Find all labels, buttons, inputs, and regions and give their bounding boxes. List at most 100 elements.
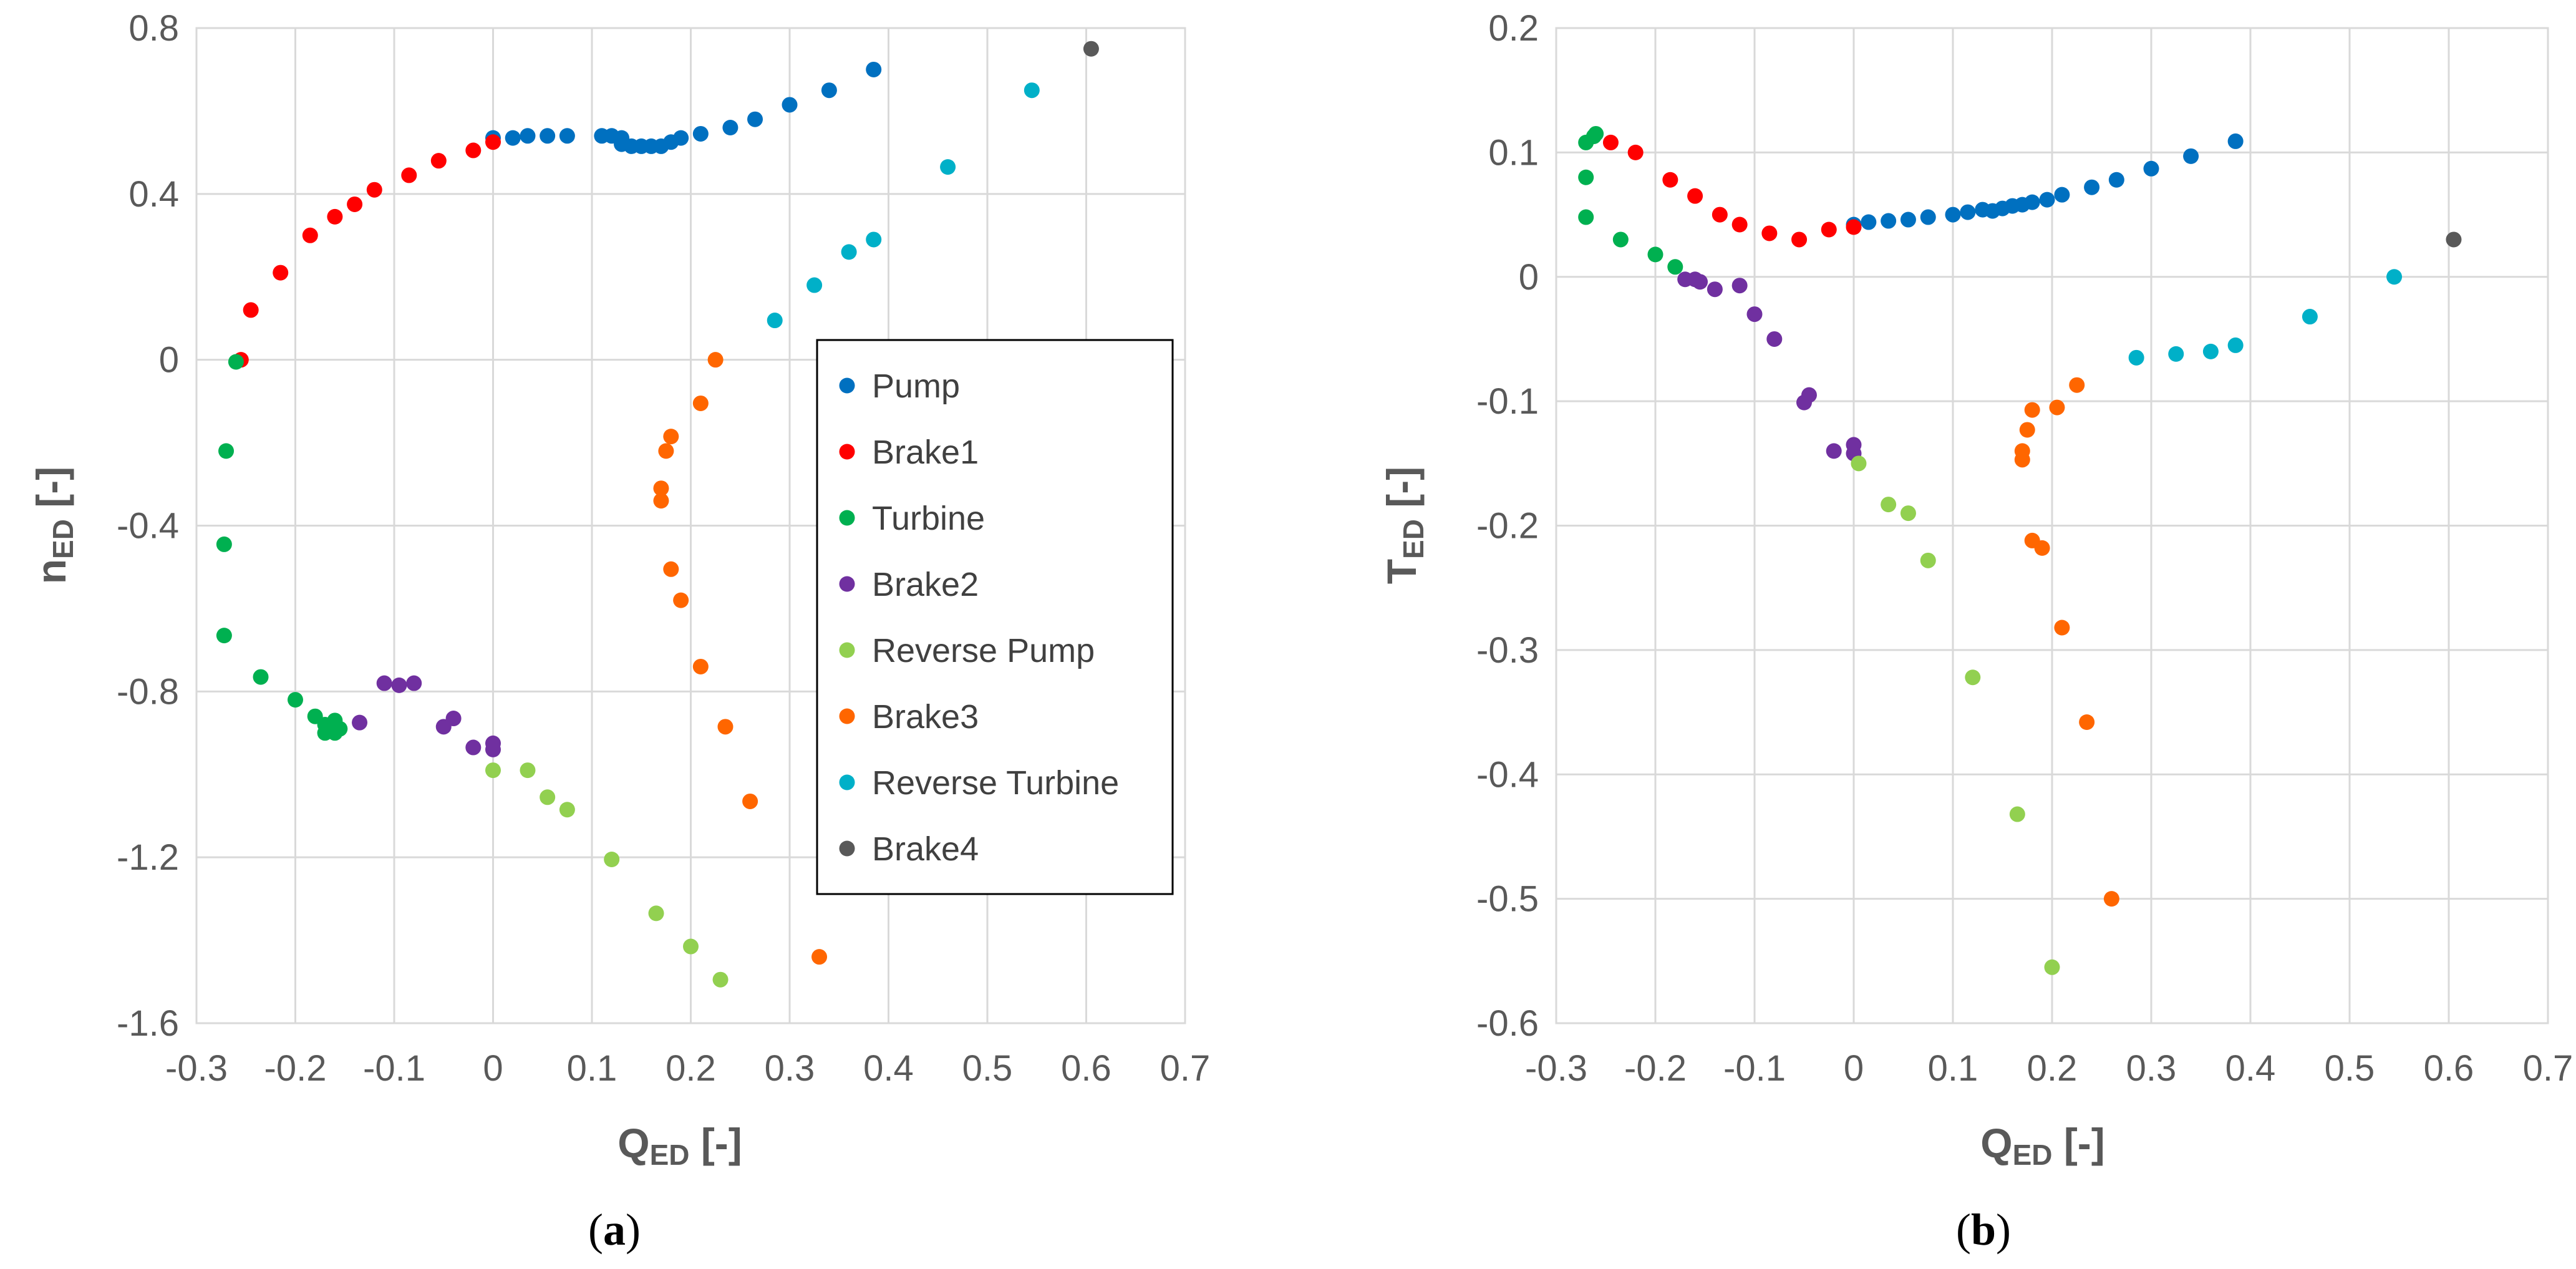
data-point <box>2039 192 2055 208</box>
data-point <box>559 128 575 144</box>
data-point <box>406 675 422 691</box>
data-point <box>347 196 363 212</box>
data-point <box>782 97 798 113</box>
data-point <box>317 725 333 741</box>
data-point <box>2227 133 2244 149</box>
data-point <box>2019 422 2035 438</box>
data-point <box>1612 231 1629 248</box>
legend-marker <box>839 642 855 658</box>
legend-entry-label: Pump <box>872 367 960 405</box>
x-tick-label: 0.3 <box>765 1048 815 1089</box>
data-point <box>288 692 303 708</box>
data-point <box>673 130 689 146</box>
data-point <box>2034 540 2050 556</box>
data-point <box>559 802 575 818</box>
y-axis-title-subscript: ED <box>1397 519 1430 559</box>
x-tick-label: 0.5 <box>2325 1048 2375 1089</box>
data-point <box>505 130 521 146</box>
data-point <box>216 536 232 552</box>
y-tick-label: -0.3 <box>1476 630 1539 671</box>
x-axis-title-subscript: ED <box>2013 1139 2053 1171</box>
data-point <box>1861 214 1877 230</box>
data-point <box>273 265 289 281</box>
data-point <box>253 669 269 685</box>
legend-entry-label: Reverse Pump <box>872 632 1095 669</box>
data-point <box>1627 144 1644 160</box>
data-point <box>1578 134 1594 150</box>
y-axis-title-main: n <box>28 559 74 584</box>
data-point <box>2054 187 2070 203</box>
x-tick-label: 0.6 <box>1061 1048 1111 1089</box>
series-reverse-turbine <box>2128 269 2403 366</box>
data-point <box>540 789 556 805</box>
panel-label: (b) <box>1956 1205 2011 1255</box>
legend-marker <box>839 510 855 526</box>
y-tick-label: 0.2 <box>1488 8 1539 49</box>
data-point <box>648 905 664 921</box>
data-point <box>1647 246 1663 263</box>
panel-label: (a) <box>588 1205 641 1255</box>
legend-marker <box>839 774 855 790</box>
series-brake2 <box>352 675 501 757</box>
data-point <box>430 153 447 169</box>
data-point <box>653 493 669 509</box>
y-tick-label: -0.8 <box>117 671 179 712</box>
data-point <box>465 739 482 756</box>
data-point <box>866 61 882 77</box>
y-axis-title-main: T <box>1378 559 1425 584</box>
data-point <box>2227 337 2244 353</box>
series-turbine <box>1578 125 1683 275</box>
x-tick-label: 0.2 <box>2027 1048 2078 1089</box>
y-axis-title: TED [-] <box>1378 467 1430 585</box>
x-tick-label: -0.1 <box>363 1048 425 1089</box>
data-point <box>366 182 382 198</box>
data-point <box>2143 160 2159 177</box>
data-point <box>722 120 738 135</box>
data-point <box>391 677 407 693</box>
data-point <box>658 443 674 459</box>
data-point <box>1791 231 1808 248</box>
data-point <box>1960 204 1976 220</box>
data-point <box>218 443 235 459</box>
x-tick-label: -0.3 <box>165 1048 228 1089</box>
y-tick-label: 0.4 <box>128 174 179 215</box>
y-tick-label: 0.8 <box>128 8 179 49</box>
y-tick-label: -0.1 <box>1476 381 1539 422</box>
legend-entry-label: Brake3 <box>872 698 979 736</box>
y-tick-label: -0.4 <box>1476 754 1539 795</box>
x-axis-title-suffix: [-] <box>2052 1120 2104 1166</box>
legend-entry-label: Turbine <box>872 500 985 537</box>
panel-label-close: ) <box>626 1205 641 1255</box>
data-point <box>866 231 882 248</box>
data-point <box>1851 455 1867 472</box>
data-point <box>2128 349 2144 366</box>
data-point <box>485 762 501 779</box>
x-axis-title-suffix: [-] <box>689 1120 742 1166</box>
data-point <box>2044 959 2060 975</box>
y-tick-label: -0.4 <box>117 506 179 547</box>
data-point <box>540 128 556 144</box>
data-point <box>2054 620 2070 636</box>
series-brake1 <box>1602 134 1862 248</box>
y-tick-label: -1.6 <box>117 1003 179 1044</box>
data-point <box>1900 505 1916 522</box>
x-tick-label: 0 <box>483 1048 503 1089</box>
data-point <box>2202 343 2219 359</box>
data-point <box>1920 552 1936 568</box>
data-point <box>1662 172 1678 188</box>
legend-marker <box>839 444 855 460</box>
data-point <box>2084 179 2100 195</box>
y-tick-label: -0.2 <box>1476 506 1539 547</box>
data-point <box>2168 346 2184 362</box>
series-brake4 <box>1083 41 1099 57</box>
x-tick-label: 0.6 <box>2424 1048 2474 1089</box>
data-point <box>717 719 734 735</box>
data-point <box>1707 281 1723 298</box>
data-point <box>673 592 689 608</box>
data-point <box>1821 221 1837 238</box>
legend-marker <box>839 708 855 724</box>
x-axis-title: QED [-] <box>1980 1120 2105 1171</box>
data-point <box>1692 274 1708 290</box>
y-axis-title-suffix: [-] <box>1378 467 1425 519</box>
